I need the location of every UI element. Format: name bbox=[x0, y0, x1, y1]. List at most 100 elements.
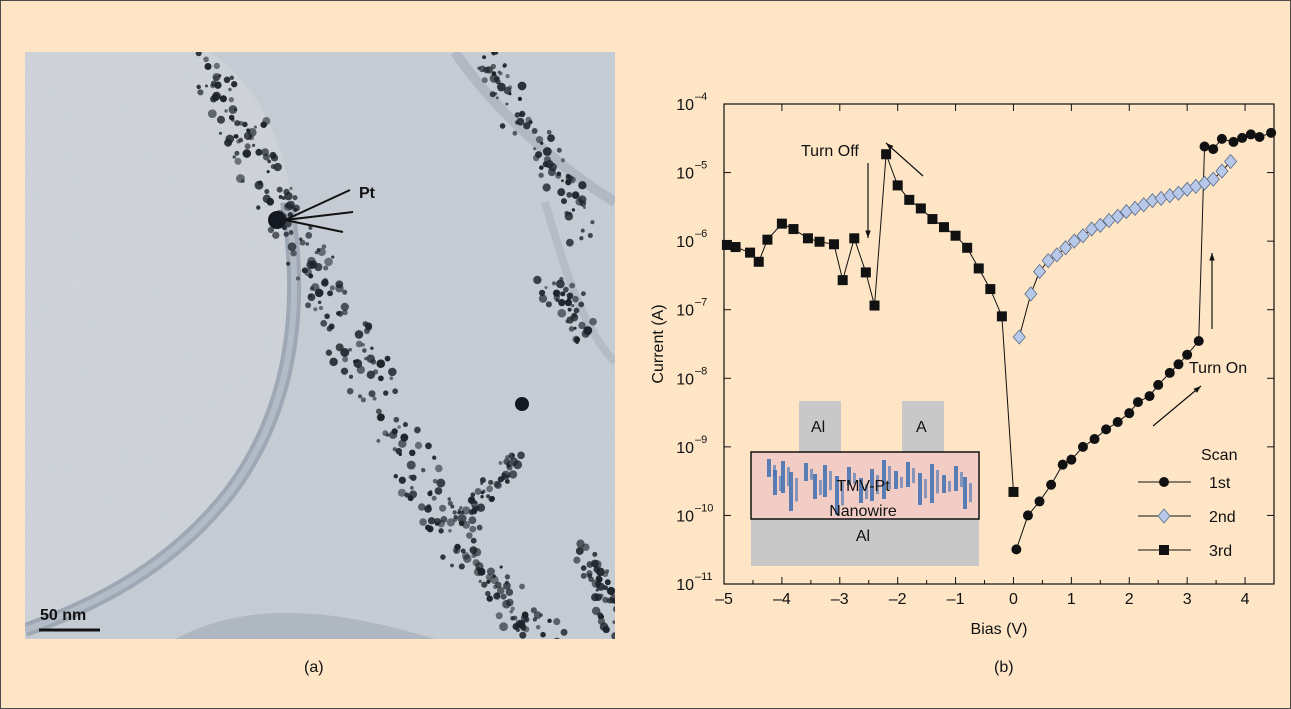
pt-particle bbox=[503, 458, 510, 466]
pt-particle bbox=[547, 134, 555, 143]
pt-particle bbox=[243, 131, 253, 141]
pt-particle bbox=[225, 134, 235, 144]
pt-particle bbox=[580, 572, 587, 579]
pt-particle bbox=[269, 151, 277, 159]
legend-label-1st: 1st bbox=[1209, 475, 1231, 492]
y-tick-exponent: –7 bbox=[695, 297, 707, 309]
pt-particle bbox=[434, 487, 443, 495]
pt-particle bbox=[478, 65, 486, 73]
pt-particle bbox=[602, 596, 609, 603]
pt-particle bbox=[393, 416, 400, 423]
pt-particle bbox=[481, 77, 488, 84]
pt-particle bbox=[512, 615, 518, 621]
pt-particle bbox=[517, 96, 523, 102]
pt-particle bbox=[292, 195, 298, 201]
data-point-3rd bbox=[730, 242, 741, 253]
pt-particle bbox=[299, 237, 303, 241]
inset-top-electrode-right bbox=[902, 401, 944, 453]
pt-particle bbox=[358, 394, 362, 399]
pt-particle bbox=[284, 191, 293, 201]
pt-particle bbox=[579, 236, 584, 241]
pt-particle bbox=[517, 81, 527, 91]
data-point-3rd bbox=[973, 263, 984, 274]
pt-particle bbox=[587, 232, 593, 238]
pt-particle bbox=[540, 141, 544, 145]
pt-particle bbox=[578, 301, 585, 308]
data-point-1st bbox=[1164, 367, 1175, 378]
pt-particle bbox=[384, 355, 391, 362]
annotation-turn-on: Turn On bbox=[1189, 360, 1247, 377]
pt-particle bbox=[293, 207, 298, 212]
pt-particle bbox=[545, 301, 552, 308]
pt-particle bbox=[299, 239, 306, 246]
inset-wire-segment bbox=[870, 469, 874, 501]
pt-particle bbox=[546, 129, 552, 135]
pt-particle bbox=[496, 586, 505, 595]
data-point-2nd bbox=[1224, 153, 1238, 170]
series-3rd bbox=[721, 149, 1019, 497]
data-point-2nd bbox=[1206, 171, 1220, 187]
pt-particle bbox=[418, 503, 426, 511]
pt-particle bbox=[366, 370, 376, 380]
pt-particle bbox=[523, 122, 531, 130]
pt-particle bbox=[264, 189, 270, 195]
inset-wire-segment bbox=[813, 474, 817, 499]
pt-particle bbox=[452, 517, 458, 522]
pt-particle bbox=[342, 289, 348, 295]
pt-particle bbox=[509, 457, 519, 467]
data-point-3rd bbox=[915, 203, 926, 214]
pt-particle bbox=[488, 495, 495, 503]
pt-particle bbox=[506, 464, 513, 471]
data-point-1st bbox=[1199, 141, 1210, 152]
pt-particle bbox=[486, 580, 491, 584]
pt-particle bbox=[329, 357, 338, 367]
pt-particle bbox=[571, 304, 575, 308]
pt-particle bbox=[301, 267, 308, 274]
pt-particle bbox=[567, 175, 572, 180]
pt-particle bbox=[503, 582, 511, 590]
pt-particle bbox=[283, 202, 293, 211]
pt-particle bbox=[372, 396, 377, 401]
pt-particle bbox=[609, 594, 615, 602]
pt-particle bbox=[329, 285, 335, 291]
pt-particle bbox=[234, 150, 240, 156]
pt-particle bbox=[437, 519, 446, 528]
pt-particle bbox=[260, 121, 267, 129]
legend-title: Scan bbox=[1201, 447, 1237, 464]
inset-wire-segment bbox=[924, 479, 927, 499]
pt-particle bbox=[502, 64, 506, 68]
pt-particle bbox=[499, 565, 503, 569]
pt-particle bbox=[295, 276, 301, 281]
pt-particle bbox=[281, 196, 286, 200]
pt-particle bbox=[459, 505, 463, 510]
pt-particle bbox=[485, 590, 491, 597]
pt-particle bbox=[355, 340, 363, 348]
pt-particle bbox=[592, 551, 598, 557]
pt-particle bbox=[196, 84, 201, 90]
pt-particle bbox=[216, 115, 226, 124]
legend: Scan 1st 2nd 3rd bbox=[1138, 447, 1237, 560]
pt-particle bbox=[228, 96, 235, 103]
data-point-3rd bbox=[753, 256, 764, 267]
pt-particle bbox=[504, 479, 510, 484]
caption-panel-a: (a) bbox=[304, 659, 324, 676]
x-tick-label: 1 bbox=[1067, 591, 1076, 608]
pt-particle bbox=[505, 102, 509, 106]
legend-label-3rd: 3rd bbox=[1209, 543, 1232, 560]
pt-particle bbox=[389, 376, 394, 381]
pt-particle bbox=[266, 170, 270, 174]
data-point-1st bbox=[1132, 397, 1143, 408]
caption-panel-b: (b) bbox=[994, 659, 1014, 676]
pt-particle bbox=[481, 581, 488, 588]
pt-particle bbox=[508, 452, 516, 459]
pt-particle bbox=[519, 631, 527, 639]
x-tick-label: 2 bbox=[1125, 591, 1134, 608]
pt-particle bbox=[335, 284, 344, 293]
pt-particle-large bbox=[268, 211, 286, 229]
pt-particle bbox=[228, 87, 232, 92]
pt-particle bbox=[580, 565, 587, 571]
pt-particle bbox=[400, 433, 409, 442]
y-tick-label: 10 bbox=[676, 508, 694, 525]
inset-wire-segment bbox=[948, 481, 951, 492]
pt-particle bbox=[505, 74, 510, 79]
